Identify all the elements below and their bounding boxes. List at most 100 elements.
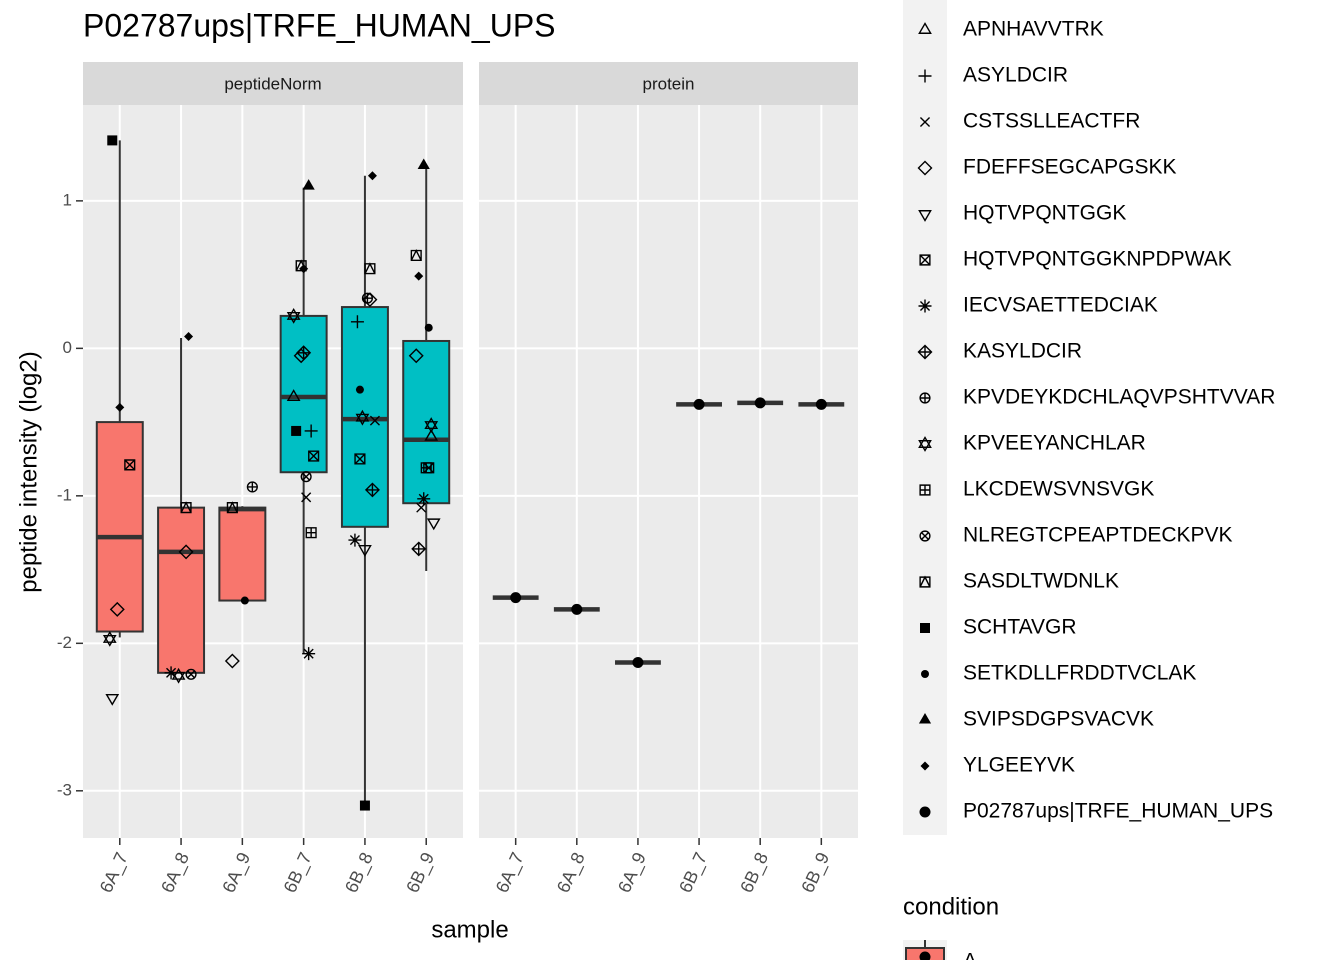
legend-label: A [963,950,977,960]
legend-key [919,806,931,818]
legend-key [918,436,932,452]
legend-label: KPVDEYKDCHLAQVPSHTVVAR [963,386,1275,409]
point [102,630,117,647]
x-tick-label: 6A_8 [553,849,590,896]
strip-background [479,62,858,105]
x-tick-label: 6A_7 [492,849,529,896]
point [424,428,439,441]
x-tick-label: 6A_8 [157,849,194,896]
legend-key [920,623,930,633]
strip-label: protein [643,74,695,93]
strip-label: peptideNorm [224,74,321,93]
point [355,409,370,426]
point [293,348,309,364]
x-tick-label: 6B_7 [675,849,712,896]
point [226,501,238,514]
legend-label: SCHTAVGR [963,616,1077,639]
legend-label: SETKDLLFRDDTVCLAK [963,662,1196,685]
point [185,668,197,680]
point [632,656,644,668]
x-tick-label: 6A_9 [218,849,255,896]
y-tick-label: -1 [57,485,72,504]
box [95,421,144,633]
legend-key [919,575,931,588]
legend-key [919,116,931,128]
point [348,533,362,547]
point [417,492,431,506]
legend-label: IECVSAETTEDCIAK [963,294,1158,317]
point [302,647,316,661]
point [408,348,424,364]
legend-label: APNHAVVTRK [963,18,1104,41]
legend-key [919,530,931,542]
point [299,264,309,274]
legend-label: P02787ups|TRFE_HUMAN_UPS [963,800,1273,823]
point [224,653,240,669]
legend-label: SASDLTWDNLK [963,570,1119,593]
point [358,544,372,557]
y-tick-label: 1 [63,190,72,209]
y-tick-label: -3 [57,780,72,799]
point [369,415,380,426]
legend-key [918,299,932,313]
point [107,135,118,146]
point [350,315,364,329]
point [815,398,827,410]
x-tick-label: 6A_9 [614,849,651,896]
legend-key [918,69,932,83]
legend-key [918,713,932,724]
point [754,397,766,409]
strip-background [83,62,463,105]
point [510,592,522,604]
point [301,492,312,503]
point [361,292,374,304]
x-tick-label: 6B_9 [402,849,439,896]
point [424,323,433,332]
legend-label: HQTVPQNTGGKNPDPWAK [963,248,1232,271]
point [109,601,125,617]
point [291,425,302,436]
point [115,402,125,412]
point [246,481,258,493]
legend-title: condition [903,893,999,920]
point [420,462,432,474]
legend-label: KPVEEYANCHLAR [963,432,1146,455]
x-tick-label: 6B_7 [280,849,317,896]
legend-label: HQTVPQNTGGK [963,202,1126,225]
point [410,248,422,262]
legend-key-background [903,0,947,835]
legend-key [919,392,931,404]
point [302,179,315,190]
x-tick-label: 6B_8 [736,849,773,896]
legend-key [917,344,933,360]
point [308,450,320,462]
point [304,424,318,438]
legend-label: KASYLDCIR [963,340,1082,363]
legend-key [920,761,930,771]
legend-key [918,210,932,222]
box [218,506,267,602]
x-axis-title: sample [431,916,508,943]
point [300,471,312,483]
box [279,314,328,474]
point [426,518,441,531]
point [305,527,317,539]
x-tick-label: 6A_7 [96,849,133,896]
legend-label: ASYLDCIR [963,64,1068,87]
box [157,506,206,674]
legend-point [919,951,931,960]
point [124,459,136,471]
legend-label: NLREGTCPEAPTDECKPVK [963,524,1233,547]
box [402,339,451,505]
point [367,171,377,181]
legend-label: LKCDEWSVNSVGK [963,478,1154,501]
point [364,482,380,498]
point [286,389,301,401]
panel-background [479,105,858,838]
point [411,541,427,557]
point [171,667,186,684]
point [184,332,194,342]
x-tick-label: 6B_9 [797,849,834,896]
legend-key [919,254,931,266]
